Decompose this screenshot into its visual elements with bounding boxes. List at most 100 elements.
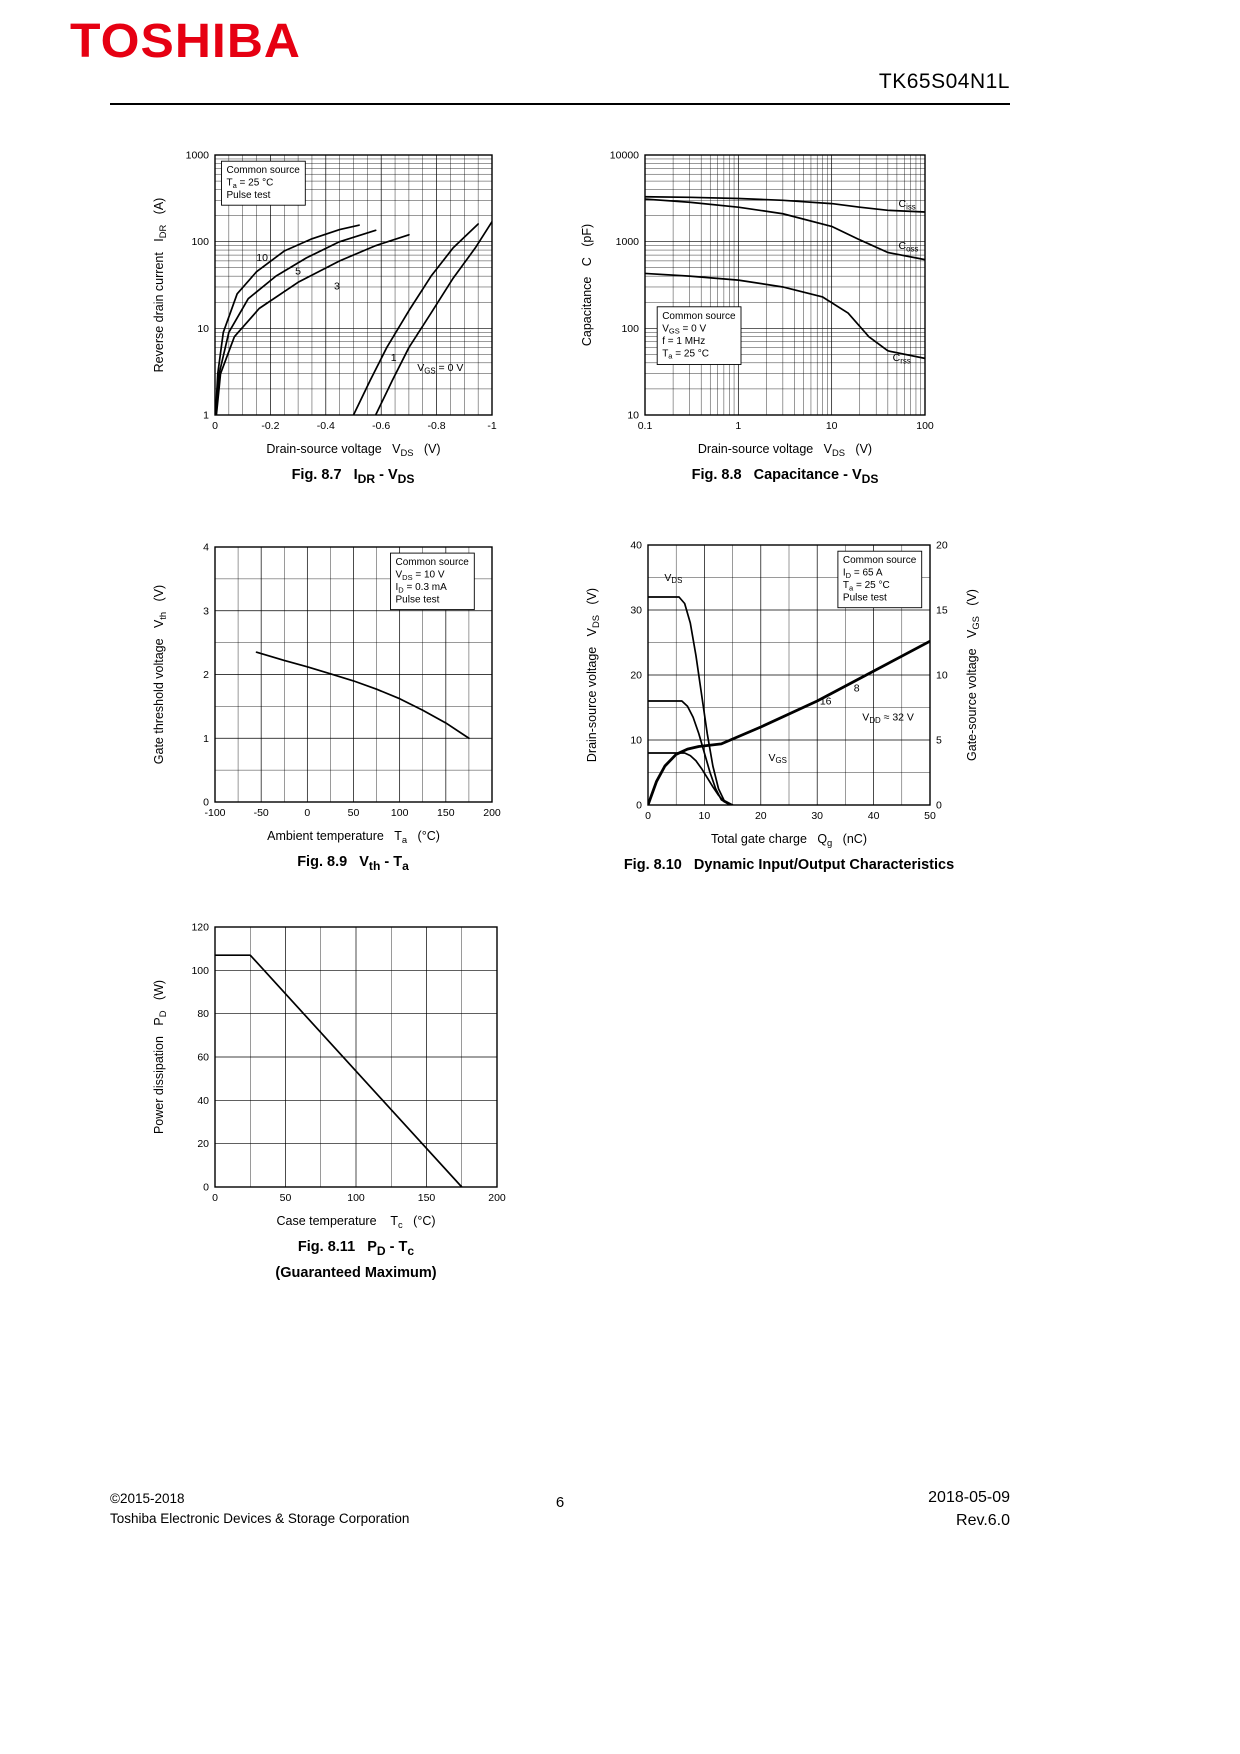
y-axis-title: Capacitance C (pF) bbox=[580, 224, 594, 346]
svg-text:10: 10 bbox=[627, 410, 639, 422]
doc-revision: Rev.6.0 bbox=[956, 1512, 1010, 1530]
series bbox=[215, 954, 463, 1187]
curve-label: 8 bbox=[854, 682, 860, 694]
svg-text:50: 50 bbox=[280, 1192, 292, 1204]
svg-text:4: 4 bbox=[203, 542, 209, 554]
svg-text:Common source: Common source bbox=[662, 311, 736, 322]
svg-text:0: 0 bbox=[212, 1192, 218, 1204]
svg-text:40: 40 bbox=[630, 540, 642, 552]
svg-text:1: 1 bbox=[735, 420, 741, 432]
svg-text:-0.4: -0.4 bbox=[317, 420, 335, 432]
fig8-10-caption: Fig. 8.10 Dynamic Input/Output Character… bbox=[623, 857, 955, 873]
figure-8-10: 0 10 20 30 40 50 0 10 20 30 40 0 5 10 15 20 Total gate c… bbox=[540, 530, 1010, 915]
svg-text:-0.6: -0.6 bbox=[372, 420, 390, 432]
fig8-9-chart: -100 -50 0 50 100 150 200 0 1 2 3 4 Ambient temperat… bbox=[152, 542, 501, 845]
svg-text:Pulse test: Pulse test bbox=[843, 593, 887, 604]
svg-text:Common source: Common source bbox=[396, 557, 470, 568]
figure-8-11: 0 50 100 150 200 0 20 40 60 80 100 120 Case temperat… bbox=[110, 910, 540, 1330]
svg-text:Ta = 25 °C: Ta = 25 °C bbox=[662, 348, 709, 360]
svg-text:VDS = 10 V: VDS = 10 V bbox=[396, 570, 445, 582]
svg-text:0: 0 bbox=[203, 1182, 209, 1194]
svg-text:100: 100 bbox=[347, 1192, 365, 1204]
page-number: 6 bbox=[555, 1494, 565, 1511]
series-vgs-10v bbox=[215, 224, 360, 415]
svg-text:1: 1 bbox=[203, 733, 209, 745]
svg-text:VGS = 0 V: VGS = 0 V bbox=[662, 323, 706, 335]
svg-text:0: 0 bbox=[212, 420, 218, 432]
series-vgs-1v bbox=[352, 223, 479, 415]
curve-label: Ciss bbox=[899, 198, 916, 211]
y-axis-title: Power dissipation PD (W) bbox=[152, 980, 168, 1134]
svg-text:10: 10 bbox=[197, 323, 209, 335]
svg-text:100: 100 bbox=[191, 965, 209, 977]
copyright: ©2015-2018 Toshiba Electronic Devices & … bbox=[110, 1489, 409, 1530]
plot-border bbox=[214, 546, 493, 803]
fig8-9-caption: Fig. 8.9 Vth - Ta bbox=[297, 854, 409, 873]
svg-text:-0.2: -0.2 bbox=[261, 420, 279, 432]
curve-label: Crss bbox=[893, 352, 911, 365]
svg-text:ID = 65 A: ID = 65 A bbox=[843, 568, 883, 580]
svg-text:15: 15 bbox=[936, 605, 948, 617]
curve-label: VGS bbox=[768, 752, 786, 765]
svg-text:30: 30 bbox=[630, 605, 642, 617]
fig8-11-chart: 0 50 100 150 200 0 20 40 60 80 100 120 Case temperat… bbox=[152, 922, 506, 1230]
fig8-7-caption: Fig. 8.7 IDR - VDS bbox=[291, 467, 415, 486]
svg-text:100: 100 bbox=[391, 807, 409, 819]
tick-labels: 0.1 1 10 100 10 100 1000 10000 bbox=[610, 150, 934, 433]
curve-label: VDD ≈ 32 V bbox=[862, 712, 914, 725]
series bbox=[645, 195, 925, 360]
svg-text:200: 200 bbox=[483, 807, 501, 819]
svg-text:10: 10 bbox=[826, 420, 838, 432]
svg-text:-100: -100 bbox=[204, 807, 225, 819]
svg-text:-50: -50 bbox=[254, 807, 269, 819]
doc-date: 2018-05-09 bbox=[928, 1489, 1010, 1506]
y2-axis-title: Gate-source voltage VGS (V) bbox=[965, 589, 981, 761]
svg-text:200: 200 bbox=[488, 1192, 506, 1204]
series-vgs-0v bbox=[374, 220, 492, 415]
copyright-company: Toshiba Electronic Devices & Storage Cor… bbox=[110, 1511, 410, 1527]
grid bbox=[214, 154, 493, 416]
curve-label: 10 bbox=[256, 252, 268, 264]
curve-label: 1 bbox=[391, 352, 397, 364]
svg-text:0: 0 bbox=[645, 810, 651, 822]
x-axis-title: Total gate charge Qg (nC) bbox=[711, 832, 867, 848]
part-number: TK65S04N1L bbox=[878, 70, 1010, 93]
fig8-7-chart: 0 -0.2 -0.4 -0.6 -0.8 -1 1 10 100 1000 Drain-sourc… bbox=[152, 150, 497, 458]
svg-text:100: 100 bbox=[621, 323, 639, 335]
svg-text:40: 40 bbox=[868, 810, 880, 822]
series-vds-at-vdd-8v bbox=[648, 752, 734, 805]
svg-text:40: 40 bbox=[197, 1095, 209, 1107]
svg-text:10000: 10000 bbox=[610, 150, 639, 162]
tick-labels: 0 50 100 150 200 0 20 40 60 80 100 120 bbox=[191, 922, 505, 1205]
curve-label: Coss bbox=[899, 240, 919, 253]
series-vth bbox=[255, 651, 470, 740]
series-vgs-3v bbox=[215, 233, 410, 415]
plot-border bbox=[647, 544, 931, 806]
series bbox=[215, 220, 492, 415]
svg-text:100: 100 bbox=[191, 236, 209, 248]
series-pd bbox=[215, 954, 463, 1187]
svg-text:0: 0 bbox=[936, 800, 942, 812]
svg-text:1000: 1000 bbox=[616, 236, 640, 248]
curve-label: 5 bbox=[295, 265, 301, 277]
tick-labels: 0 -0.2 -0.4 -0.6 -0.8 -1 1 10 100 1000 bbox=[186, 150, 497, 433]
tick-labels: -100 -50 0 50 100 150 200 0 1 2 3 4 bbox=[203, 542, 501, 820]
grid bbox=[214, 926, 498, 1188]
svg-text:1: 1 bbox=[203, 410, 209, 422]
svg-text:0: 0 bbox=[203, 797, 209, 809]
fig8-8-chart: 0.1 1 10 100 10 100 1000 10000 Drain-source volt… bbox=[580, 150, 934, 458]
svg-text:-1: -1 bbox=[487, 420, 496, 432]
svg-text:10: 10 bbox=[936, 670, 948, 682]
svg-text:100: 100 bbox=[916, 420, 934, 432]
svg-text:3: 3 bbox=[203, 605, 209, 617]
svg-text:2: 2 bbox=[203, 669, 209, 681]
svg-text:50: 50 bbox=[348, 807, 360, 819]
svg-text:50: 50 bbox=[924, 810, 936, 822]
svg-text:Pulse test: Pulse test bbox=[227, 190, 271, 201]
svg-text:80: 80 bbox=[197, 1008, 209, 1020]
